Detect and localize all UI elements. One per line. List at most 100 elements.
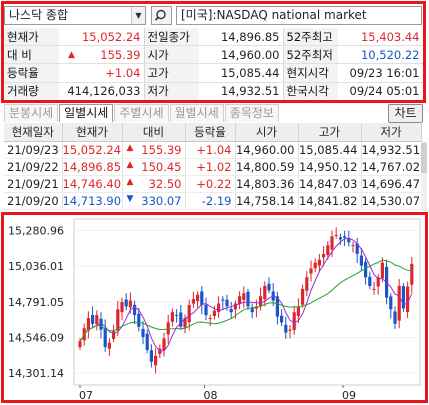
candle-body <box>99 318 103 330</box>
candle-body <box>149 350 153 362</box>
quote-value: 15,403.44 <box>338 28 424 47</box>
cell-low: 14,696.47 <box>361 175 422 193</box>
candle-body <box>103 327 107 348</box>
quote-row: 등락율 +1.04 고가 15,085.44 현지시각 09/23 16:01 <box>4 63 424 83</box>
candle-body <box>380 262 384 279</box>
column-header[interactable]: 고가 <box>298 123 362 142</box>
candle-body <box>221 299 225 301</box>
cell-date: 21/09/23 <box>4 141 63 159</box>
cell-date: 21/09/22 <box>4 158 63 176</box>
quote-label: 고가 <box>144 63 199 83</box>
quote-value-text: 15,052.24 <box>81 29 141 44</box>
candle-body <box>393 311 397 324</box>
chart-button[interactable]: 차트 <box>388 104 423 123</box>
cell-low: 14,767.02 <box>361 158 422 176</box>
table-row[interactable]: 21/09/23 15,052.24 ▲ 155.39 +1.04 14,960.00 15… <box>4 141 422 159</box>
quote-value-text: 414,126,033 <box>67 84 141 99</box>
market-select[interactable]: 나스닥 종합 ▼ <box>4 6 146 25</box>
candle-body <box>217 303 221 313</box>
candle-body <box>133 304 137 316</box>
candle-body <box>305 277 309 291</box>
cell-rate: -2.19 <box>185 192 236 210</box>
y-tick-label: 15,036.01 <box>8 260 64 273</box>
tab-weekly[interactable]: 주별시세 <box>114 104 169 122</box>
candle-body <box>128 300 132 308</box>
tab-monthly[interactable]: 월별시세 <box>169 104 224 122</box>
quote-value: 15,052.24 <box>59 28 145 47</box>
candle-body <box>368 276 372 286</box>
column-header[interactable]: 등락율 <box>185 123 236 142</box>
cell-price: 14,746.40 <box>62 175 123 193</box>
y-tick-label: 15,280.96 <box>8 225 64 238</box>
candle-body <box>359 255 363 266</box>
candle-body <box>259 296 263 307</box>
quote-value: 14,960.00 <box>199 45 284 65</box>
table-scrollbar[interactable] <box>421 141 427 213</box>
candle-body <box>326 245 330 255</box>
up-arrow-icon: ▲ <box>68 49 75 60</box>
tab-stock-info[interactable]: 종목정보 <box>224 104 279 122</box>
candle-body <box>347 238 351 243</box>
cell-high: 14,950.12 <box>298 158 362 176</box>
candle-body <box>170 312 174 322</box>
market-name-field[interactable]: [미국]:NASDAQ national market <box>176 6 422 25</box>
candle-body <box>196 294 200 302</box>
table-row[interactable]: 21/09/21 14,746.40 ▲ 32.50 +0.22 14,803.36 14,… <box>4 175 422 193</box>
cell-rate: +1.04 <box>185 141 236 159</box>
candle-body <box>301 288 305 305</box>
column-header[interactable]: 현재가 <box>62 123 123 142</box>
candle-body <box>263 285 267 300</box>
price-chart: 15,280.96 15,036.01 14,791.05 14,546.09 14,3… <box>2 213 427 402</box>
candle-body <box>112 331 116 339</box>
column-header[interactable]: 대비 <box>122 123 186 142</box>
quote-value-text: 155.39 <box>100 47 141 62</box>
quote-value-text: 15,085.44 <box>220 66 280 81</box>
search-button[interactable] <box>151 6 172 25</box>
candle-body <box>313 262 317 269</box>
table-row[interactable]: 21/09/20 14,713.90 ▼ 330.07 -2.19 14,758.14 14… <box>4 192 422 210</box>
x-tick-label: 09 <box>342 389 356 402</box>
candle-body <box>292 312 296 331</box>
quote-value-text: 14,932.51 <box>220 84 280 99</box>
chevron-down-icon[interactable]: ▼ <box>131 7 145 24</box>
quote-label: 시가 <box>144 45 199 65</box>
candle-body <box>183 318 187 328</box>
quote-value: 14,932.51 <box>199 82 284 102</box>
quote-label: 52주최고 <box>283 28 338 47</box>
candle-body <box>212 310 216 316</box>
tab-daily[interactable]: 일별시세 <box>59 104 114 122</box>
cell-price: 15,052.24 <box>62 141 123 159</box>
candle-body <box>401 286 405 309</box>
quote-label: 현지시각 <box>283 63 338 83</box>
cell-open: 14,960.00 <box>235 141 299 159</box>
quote-value: +1.04 <box>59 63 145 83</box>
tab-minute[interactable]: 분봉시세 <box>4 104 59 122</box>
quote-value: ▲ 155.39 <box>59 45 145 65</box>
candle-body <box>137 313 141 327</box>
up-arrow-icon: ▲ <box>126 176 134 187</box>
x-tick-label: 07 <box>79 389 93 402</box>
candle-body <box>154 355 158 366</box>
cell-diff-value: 150.45 <box>141 159 182 174</box>
quote-value-text: 09/23 16:01 <box>349 66 420 81</box>
table-row[interactable]: 21/09/22 14,896.85 ▲ 150.45 +1.02 14,800.59 14… <box>4 158 422 176</box>
candle-body <box>208 318 212 320</box>
candle-body <box>275 296 279 317</box>
column-header[interactable]: 시가 <box>235 123 299 142</box>
candle-body <box>204 304 208 316</box>
candle-body <box>162 338 166 351</box>
quote-value: 14,896.85 <box>199 28 284 47</box>
candle-body <box>120 302 124 313</box>
up-arrow-icon: ▲ <box>126 159 134 170</box>
candle-body <box>78 341 82 348</box>
column-header[interactable]: 저가 <box>361 123 422 142</box>
cell-low: 14,932.51 <box>361 141 422 159</box>
quote-label: 등락율 <box>4 63 59 83</box>
candle-body <box>317 259 321 266</box>
candle-body <box>116 309 120 331</box>
column-header[interactable]: 현재일자 <box>4 123 63 142</box>
candle-body <box>309 268 313 274</box>
cell-diff-value: 32.50 <box>148 176 182 191</box>
cell-open: 14,758.14 <box>235 192 299 210</box>
candle-body <box>389 296 393 310</box>
